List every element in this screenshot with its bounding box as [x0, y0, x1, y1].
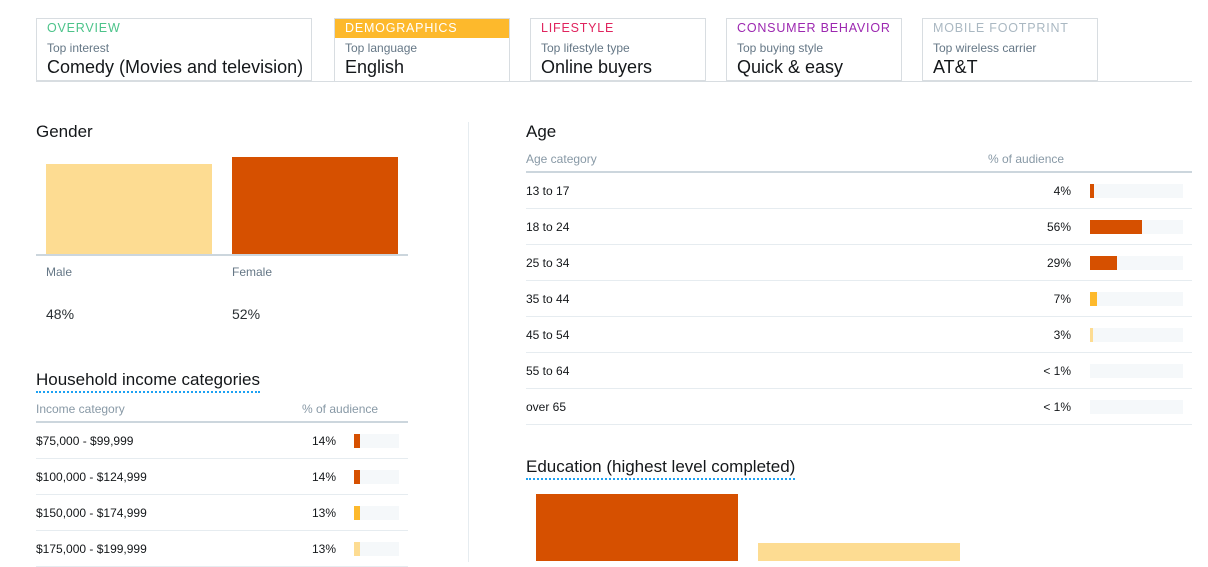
- education-bar-1[interactable]: [536, 494, 738, 561]
- income-col-pct: % of audience: [302, 402, 379, 416]
- education-bar-2[interactable]: [758, 543, 960, 561]
- tab-value: Online buyers: [541, 57, 653, 77]
- income-row-pct: 13%: [311, 506, 336, 520]
- age-row-bar: [1090, 184, 1094, 198]
- age-row-pct: < 1%: [1043, 364, 1071, 378]
- age-row-bar-track: [1090, 364, 1183, 378]
- income-row: $150,000 - $174,999 13%: [36, 495, 408, 531]
- tab-heading: Mobile footprint: [933, 21, 1069, 35]
- income-row-pct: 14%: [311, 470, 336, 484]
- tab-demographics[interactable]: Demographics Top language English: [334, 18, 510, 82]
- tab-value: Comedy (Movies and television): [47, 57, 304, 77]
- age-row-pct: 29%: [1046, 256, 1071, 270]
- tab-subtitle: Top wireless carrier: [933, 41, 1037, 55]
- tab-heading: Demographics: [335, 19, 509, 38]
- gender-pct-male: 48%: [46, 306, 75, 322]
- income-row: $75,000 - $99,999 14%: [36, 423, 408, 459]
- income-row-bar: [354, 542, 360, 556]
- category-tabs: Overview Top interest Comedy (Movies and t…: [36, 18, 1192, 82]
- tab-value: English: [345, 57, 405, 77]
- age-row: 18 to 24 56%: [526, 209, 1192, 245]
- tabs-underline: [36, 81, 1192, 82]
- income-row-bar: [354, 470, 361, 484]
- income-title[interactable]: Household income categories: [36, 370, 260, 393]
- age-row-bar: [1090, 292, 1097, 306]
- age-row-bar-track: [1090, 400, 1183, 414]
- age-col-category: Age category: [526, 152, 597, 166]
- age-row-pct: 3%: [1053, 328, 1071, 342]
- income-row: $100,000 - $124,999 14%: [36, 459, 408, 495]
- income-row-bar: [354, 506, 360, 520]
- income-header-rule: [36, 421, 408, 423]
- tab-subtitle: Top interest: [47, 41, 110, 55]
- age-row-pct: < 1%: [1043, 400, 1071, 414]
- age-row: 35 to 44 7%: [526, 281, 1192, 317]
- age-row: 45 to 54 3%: [526, 317, 1192, 353]
- age-row-pct: 7%: [1053, 292, 1071, 306]
- column-divider: [468, 122, 469, 562]
- income-row-bar-track: [354, 434, 399, 448]
- age-title: Age: [526, 122, 557, 141]
- tab-overview[interactable]: Overview Top interest Comedy (Movies and t…: [36, 18, 312, 81]
- tab-heading: Overview: [47, 21, 121, 35]
- age-row-bar: [1090, 328, 1093, 342]
- age-row-category: 13 to 17: [526, 184, 570, 198]
- age-row-bar-track: [1090, 328, 1183, 342]
- gender-baseline: [36, 254, 408, 256]
- tab-subtitle: Top buying style: [737, 41, 824, 55]
- age-row-bar-track: [1090, 256, 1183, 270]
- age-row: 13 to 17 4%: [526, 173, 1192, 209]
- age-row: 55 to 64 < 1%: [526, 353, 1192, 389]
- age-row-bar: [1090, 220, 1143, 234]
- income-row-pct: 14%: [311, 434, 336, 448]
- income-col-category: Income category: [36, 402, 125, 416]
- tab-subtitle: Top lifestyle type: [541, 41, 630, 55]
- income-row-bar-track: [354, 506, 399, 520]
- age-row-category: 55 to 64: [526, 364, 570, 378]
- age-row-bar-track: [1090, 184, 1183, 198]
- age-row-pct: 4%: [1053, 184, 1071, 198]
- income-row-bar: [354, 434, 361, 448]
- income-row-category: $175,000 - $199,999: [36, 542, 147, 556]
- tab-value: AT&T: [933, 57, 978, 77]
- tab-value: Quick & easy: [737, 57, 844, 77]
- age-row-category: 18 to 24: [526, 220, 570, 234]
- gender-label-male: Male: [46, 265, 73, 279]
- income-row-pct: 13%: [311, 542, 336, 556]
- education-title[interactable]: Education (highest level completed): [526, 457, 796, 480]
- gender-title: Gender: [36, 122, 93, 141]
- income-row-category: $75,000 - $99,999: [36, 434, 134, 448]
- gender-bar-male[interactable]: [46, 164, 212, 254]
- gender-label-female: Female: [232, 265, 273, 279]
- age-row-bar-track: [1090, 292, 1183, 306]
- age-col-pct: % of audience: [988, 152, 1065, 166]
- tab-consumer-behavior[interactable]: Consumer behavior Top buying style Quick &…: [726, 18, 902, 81]
- age-row-category: 45 to 54: [526, 328, 570, 342]
- age-row-category: 35 to 44: [526, 292, 570, 306]
- income-row-bar-track: [354, 542, 399, 556]
- income-row: $175,000 - $199,999 13%: [36, 531, 408, 567]
- age-row-category: over 65: [526, 400, 567, 414]
- tab-heading: Consumer behavior: [737, 21, 891, 35]
- gender-bar-female[interactable]: [232, 157, 398, 254]
- tab-mobile-footprint[interactable]: Mobile footprint Top wireless carrier AT&T: [922, 18, 1098, 81]
- tab-heading: Lifestyle: [541, 21, 615, 35]
- age-row-bar: [1090, 256, 1117, 270]
- age-row: over 65 < 1%: [526, 389, 1192, 425]
- age-row: 25 to 34 29%: [526, 245, 1192, 281]
- age-header-rule: [526, 171, 1192, 173]
- age-row-bar-track: [1090, 220, 1183, 234]
- income-row-category: $100,000 - $124,999: [36, 470, 147, 484]
- gender-pct-female: 52%: [232, 306, 261, 322]
- income-row-category: $150,000 - $174,999: [36, 506, 147, 520]
- age-row-pct: 56%: [1046, 220, 1071, 234]
- income-row-bar-track: [354, 470, 399, 484]
- age-row-category: 25 to 34: [526, 256, 570, 270]
- tab-lifestyle[interactable]: Lifestyle Top lifestyle type Online buyers: [530, 18, 706, 81]
- tab-subtitle: Top language: [345, 41, 418, 55]
